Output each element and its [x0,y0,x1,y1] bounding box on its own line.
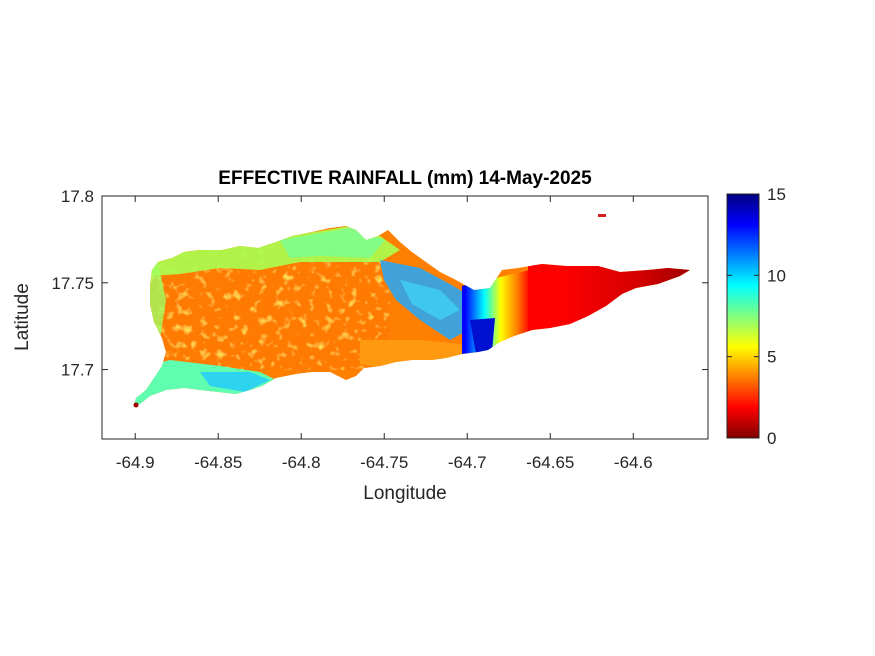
y-tick-label: 17.75 [51,274,94,293]
x-tick-label: -64.9 [116,453,155,472]
y-tick-label: 17.8 [61,187,94,206]
x-axis-ticks: -64.9 -64.85 -64.8 -64.75 -64.7 -64.65 -64.6 [116,196,653,472]
x-tick-label: -64.75 [360,453,408,472]
y-tick-label: 17.7 [61,361,94,380]
y-axis-ticks: 17.7 17.75 17.8 [51,187,708,380]
x-tick-label: -64.7 [448,453,487,472]
colorbar-tick-label: 15 [767,185,786,204]
islet-northeast [598,214,606,217]
colorbar-tick-label: 0 [767,429,776,448]
colorbar-ticks: 0 5 10 15 [727,185,786,448]
rainfall-map [134,226,690,406]
colorbar-tick-label: 10 [767,266,786,285]
colorbar-tick-label: 5 [767,348,776,367]
chart-title: EFFECTIVE RAINFALL (mm) 14-May-2025 [218,168,592,189]
islet-southwest [133,402,139,408]
x-axis-label: Longitude [363,483,446,504]
x-tick-label: -64.85 [194,453,242,472]
y-axis-label: Latitude [12,283,33,351]
colorbar [726,193,760,439]
x-tick-label: -64.8 [282,453,321,472]
x-tick-label: -64.6 [614,453,653,472]
x-tick-label: -64.65 [526,453,574,472]
